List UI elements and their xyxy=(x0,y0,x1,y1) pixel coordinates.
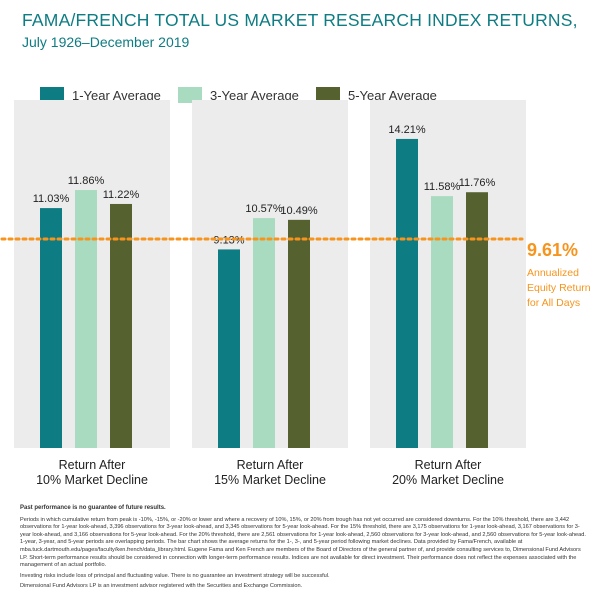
category-label-3-line-2: 20% Market Decline xyxy=(392,473,504,487)
chart-subtitle: July 1926–December 2019 xyxy=(22,34,190,50)
data-label-1-3: 14.21% xyxy=(388,124,426,136)
footnote-methodology: Periods in which cumulative return from … xyxy=(20,516,586,569)
bar-1-1 xyxy=(40,208,62,448)
category-label-1-line-1: Return After xyxy=(58,458,126,472)
reference-value-label: 9.61% xyxy=(527,240,579,260)
data-label-1-1: 11.03% xyxy=(33,193,70,205)
legend-swatch-3yr xyxy=(178,87,202,103)
chart-title: FAMA/FRENCH TOTAL US MARKET RESEARCH IND… xyxy=(22,10,578,30)
category-label-3-line-1: Return After xyxy=(414,458,482,472)
bar-3-3 xyxy=(466,192,488,448)
category-label-1-line-2: 10% Market Decline xyxy=(36,473,148,487)
category-label-1: Return After 10% Market Decline xyxy=(7,458,177,488)
bar-1-2 xyxy=(218,249,240,448)
bar-3-2 xyxy=(288,219,310,448)
footnotes: Past performance is no guarantee of futu… xyxy=(20,505,586,594)
reference-description: Annualized Equity Return for All Days xyxy=(527,267,591,309)
data-label-3-1: 11.22% xyxy=(103,189,140,201)
bar-2-1 xyxy=(75,190,97,449)
data-label-2-2: 10.57% xyxy=(245,203,283,215)
legend-label-1yr: 1-Year Average xyxy=(72,87,161,103)
bar-chart: 11.03%9.13%14.21%11.86%10.57%11.58%11.22… xyxy=(0,100,526,449)
category-label-2: Return After 15% Market Decline xyxy=(185,458,355,488)
bar-1-3 xyxy=(396,138,418,448)
footnote-advisor: Dimensional Fund Advisors LP is an inves… xyxy=(20,583,303,590)
data-label-3-3: 11.76% xyxy=(459,177,496,189)
bar-2-2 xyxy=(253,218,275,448)
legend-item-3yr: 3-Year Average xyxy=(178,87,299,103)
bar-3-1 xyxy=(110,203,132,448)
category-label-2-line-2: 15% Market Decline xyxy=(214,473,326,487)
footnote-disclaimer: Past performance is no guarantee of futu… xyxy=(20,505,166,511)
legend-swatch-5yr xyxy=(316,87,340,103)
legend-label-3yr: 3-Year Average xyxy=(210,87,299,103)
legend-item-5yr: 5-Year Average xyxy=(316,87,437,103)
data-label-2-1: 11.86% xyxy=(68,175,105,187)
legend-label-5yr: 5-Year Average xyxy=(348,87,437,103)
bar-2-3 xyxy=(431,196,453,448)
data-label-3-2: 10.49% xyxy=(280,205,318,217)
data-label-2-3: 11.58% xyxy=(424,181,461,193)
category-label-3: Return After 20% Market Decline xyxy=(363,458,533,488)
category-label-2-line-1: Return After xyxy=(236,458,304,472)
legend-swatch-1yr xyxy=(40,87,64,103)
footnote-risk: Investing risks include loss of principa… xyxy=(20,572,330,579)
legend-item-1yr: 1-Year Average xyxy=(40,87,161,103)
